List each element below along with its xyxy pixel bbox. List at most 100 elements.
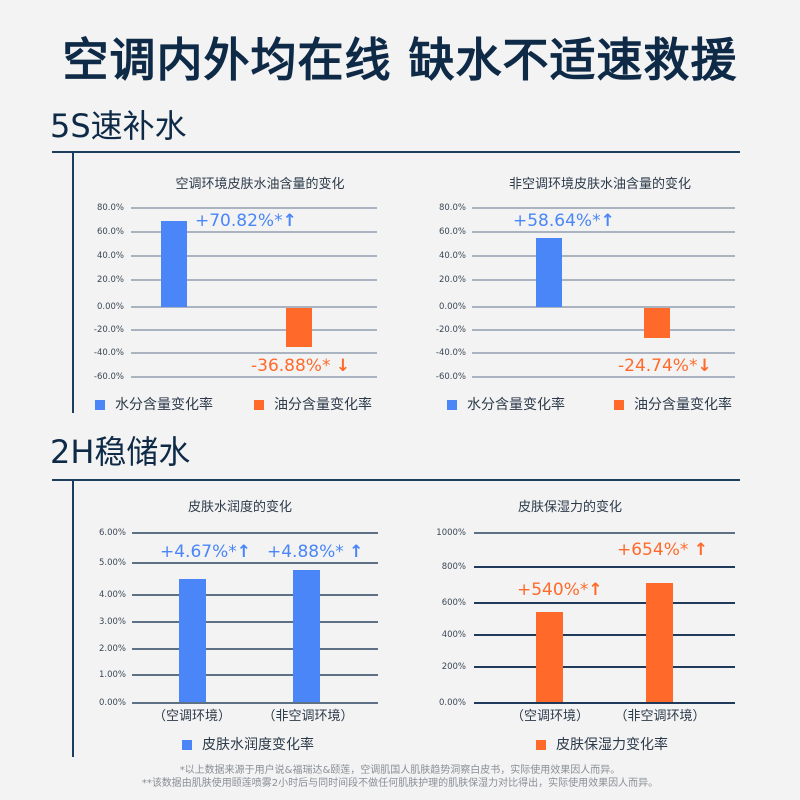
bar-oil: [644, 308, 670, 338]
y-tick: 0.00%: [96, 302, 124, 312]
legend-swatch-orange: [536, 740, 546, 750]
gridline: [132, 621, 378, 623]
page-headline: 空调内外均在线 缺水不适速救援: [62, 33, 738, 87]
y-tick: 1000%: [436, 528, 466, 538]
footnote-2: **该数据由肌肤使用颐莲喷雾2小时后与同时间段不做任何肌肤护理的肌肤保湿力对比得…: [141, 778, 659, 789]
value-label-water: +58.64%*↑: [513, 211, 615, 231]
bar-water: [536, 238, 562, 307]
gridline: [131, 231, 377, 233]
section-vertical-rule: [72, 479, 74, 757]
gridline: [472, 376, 735, 378]
gridline: [474, 634, 735, 636]
gridline: [472, 255, 735, 257]
bar-ac: [536, 612, 563, 702]
section-vertical-rule: [72, 151, 74, 413]
y-tick: 2.00%: [98, 644, 126, 654]
gridline: [131, 207, 377, 209]
x-category: （空调环境）: [152, 709, 231, 724]
legend-item-water: 水分含量变化率: [447, 396, 565, 414]
y-tick: -40.0%: [435, 348, 466, 358]
gridline: [472, 306, 735, 308]
value-label-ac: +540%*↑: [517, 580, 603, 600]
section-title-5s: 5S速补水: [50, 107, 187, 145]
legend-item-oil: 油分含量变化率: [254, 396, 372, 414]
y-tick: -20.0%: [93, 325, 124, 335]
section-divider: [52, 151, 740, 153]
gridline: [132, 674, 378, 676]
section-title-2h: 2H稳储水: [50, 433, 191, 471]
gridline: [474, 566, 735, 568]
chart-title: 非空调环境皮肤水油含量的变化: [508, 177, 691, 192]
chart-title: 皮肤保湿力的变化: [517, 500, 622, 515]
x-category: （非空调环境）: [262, 709, 354, 724]
gridline: [132, 532, 378, 534]
gridline: [472, 352, 735, 354]
y-tick: 400%: [441, 630, 466, 640]
gridline: [131, 376, 377, 378]
arrow-up-icon: ↑: [600, 211, 615, 231]
y-tick: 800%: [441, 562, 466, 572]
y-tick: 0.00%: [438, 698, 466, 708]
bar-nonac: [293, 570, 320, 702]
y-tick: 600%: [441, 598, 466, 608]
y-tick: 60.0%: [96, 227, 124, 237]
legend-swatch-blue: [182, 740, 192, 750]
legend-swatch-orange: [254, 400, 264, 410]
y-tick: 80.0%: [438, 203, 466, 213]
value-label-nonac: +4.88%* ↑: [267, 542, 364, 562]
chart-title: 空调环境皮肤水油含量的变化: [175, 177, 345, 192]
arrow-up-icon: ↑: [236, 542, 251, 562]
y-tick: 40.0%: [96, 251, 124, 261]
y-tick: 6.00%: [98, 528, 126, 538]
bar-water: [161, 221, 187, 307]
y-tick: 1.00%: [98, 670, 126, 680]
y-tick: -40.0%: [93, 348, 124, 358]
legend-swatch-blue: [95, 400, 105, 410]
y-tick: -20.0%: [435, 325, 466, 335]
legend-item-water: 水分含量变化率: [95, 396, 213, 414]
bar-nonac: [646, 583, 673, 702]
gridline: [132, 562, 378, 564]
gridline: [131, 255, 377, 257]
y-tick: 4.00%: [98, 590, 126, 600]
chart-title: 皮肤水润度的变化: [187, 500, 292, 515]
gridline: [474, 532, 735, 534]
x-category: （空调环境）: [510, 709, 589, 724]
gridline: [131, 352, 377, 354]
value-label-oil: -36.88%* ↓: [251, 356, 351, 376]
footnote-1: *以上数据来源于用户说&福瑞达&颐莲，空调肌国人肌肤趋势洞察白皮书，实际使用效果…: [179, 765, 621, 776]
legend-item: 皮肤保湿力变化率: [536, 736, 668, 754]
gridline: [131, 329, 377, 331]
legend-item-oil: 油分含量变化率: [614, 396, 732, 414]
y-tick: 20.0%: [438, 275, 466, 285]
gridline: [132, 648, 378, 650]
gridline: [474, 666, 735, 668]
legend-swatch-orange: [614, 400, 624, 410]
y-tick: -60.0%: [435, 372, 466, 382]
gridline: [132, 702, 378, 704]
y-tick: 20.0%: [96, 275, 124, 285]
gridline: [472, 207, 735, 209]
arrow-down-icon: ↓: [335, 356, 351, 376]
gridline: [474, 602, 735, 604]
section-divider: [52, 479, 740, 481]
arrow-up-icon: ↑: [282, 211, 297, 231]
y-tick: 0.00%: [438, 302, 466, 312]
legend-swatch-blue: [447, 400, 457, 410]
gridline: [472, 279, 735, 281]
bar-ac: [179, 579, 206, 702]
y-tick: 60.0%: [438, 227, 466, 237]
gridline: [131, 279, 377, 281]
gridline: [472, 329, 735, 331]
value-label-nonac: +654%* ↑: [617, 540, 709, 560]
y-tick: 80.0%: [96, 203, 124, 213]
y-tick: 5.00%: [98, 558, 126, 568]
y-tick: 40.0%: [438, 251, 466, 261]
gridline: [474, 702, 735, 704]
arrow-up-icon: ↑: [588, 580, 603, 600]
value-label-water: +70.82%*↑: [195, 211, 297, 231]
y-tick: -60.0%: [93, 372, 124, 382]
value-label-ac: +4.67%*↑: [160, 542, 251, 562]
arrow-up-icon: ↑: [693, 540, 709, 560]
gridline: [132, 594, 378, 596]
